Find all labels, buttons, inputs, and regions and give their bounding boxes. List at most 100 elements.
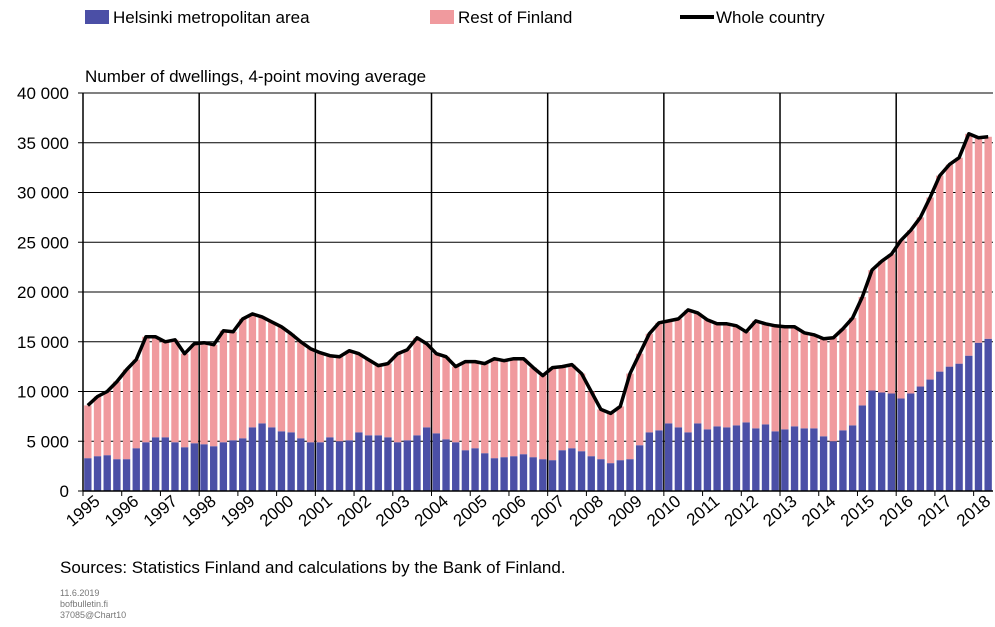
bar — [239, 318, 247, 439]
bar — [655, 322, 663, 431]
bar — [810, 428, 818, 491]
footnote: 37085@Chart10 — [60, 610, 126, 620]
x-tick-label: 2002 — [333, 492, 374, 531]
x-tick-label: 2001 — [295, 492, 336, 531]
bar — [974, 137, 983, 343]
bar — [142, 442, 150, 491]
bar — [790, 426, 799, 491]
bar — [732, 425, 741, 491]
bar — [723, 427, 731, 491]
bar — [287, 333, 295, 433]
bar — [161, 341, 169, 438]
bar — [519, 358, 528, 455]
x-tick-label: 2013 — [759, 492, 800, 531]
bar — [877, 261, 886, 393]
bar — [781, 326, 789, 430]
bar — [771, 325, 779, 432]
bar — [529, 367, 537, 458]
bar — [132, 448, 140, 491]
bar — [945, 164, 954, 367]
bar — [277, 326, 286, 432]
bar — [374, 365, 382, 436]
bar — [916, 217, 925, 387]
bar — [471, 448, 479, 491]
bar — [684, 309, 692, 433]
x-tick-label: 1999 — [217, 492, 258, 531]
bar — [848, 317, 857, 426]
bar — [577, 451, 586, 491]
bar — [84, 458, 92, 491]
bar — [180, 353, 189, 448]
bar — [819, 338, 828, 437]
bar — [151, 437, 160, 491]
bar — [364, 435, 373, 491]
bar — [539, 375, 547, 460]
bar — [219, 442, 228, 491]
y-tick-label: 5 000 — [26, 432, 69, 451]
bar — [142, 336, 150, 443]
bar — [355, 432, 363, 491]
bar — [829, 441, 837, 491]
bar — [819, 436, 828, 491]
bar — [258, 423, 266, 491]
bar — [258, 316, 266, 424]
bar — [548, 460, 557, 491]
bar — [800, 332, 808, 429]
bar — [965, 355, 973, 491]
bar — [200, 342, 208, 445]
bar — [936, 175, 944, 372]
bar — [403, 349, 411, 441]
y-tick-label: 15 000 — [17, 333, 69, 352]
bar — [955, 157, 963, 364]
bar — [122, 369, 131, 460]
bar — [500, 457, 508, 491]
bar — [616, 460, 624, 491]
bar — [306, 442, 315, 491]
x-tick-label: 2017 — [914, 492, 955, 531]
bar — [345, 440, 353, 491]
bar — [655, 430, 663, 491]
bar — [113, 459, 121, 491]
bar — [529, 457, 537, 491]
bar — [461, 450, 470, 491]
bar — [393, 353, 402, 443]
x-tick-label: 2018 — [953, 492, 994, 531]
bar — [616, 406, 624, 461]
bar — [268, 321, 276, 428]
x-tick-label: 2012 — [721, 492, 762, 531]
bar — [635, 353, 644, 446]
bar — [761, 424, 770, 491]
bar — [432, 353, 441, 434]
bar — [684, 432, 692, 491]
bar — [858, 296, 866, 406]
bar — [868, 270, 876, 391]
bar — [103, 391, 111, 456]
bar — [548, 367, 557, 461]
bar — [694, 312, 702, 424]
bar — [877, 392, 886, 491]
bar — [500, 360, 508, 458]
y-axis-title: Number of dwellings, 4-point moving aver… — [85, 67, 426, 86]
bar — [113, 381, 121, 460]
bar — [945, 366, 954, 491]
bar — [955, 363, 963, 491]
bar — [364, 359, 373, 436]
bar — [210, 344, 218, 447]
bar — [674, 318, 683, 428]
bar — [800, 428, 808, 491]
bar — [422, 343, 431, 428]
x-tick-label: 2015 — [837, 492, 878, 531]
x-tick-label: 2014 — [798, 492, 839, 531]
bar — [761, 323, 770, 425]
source-note: Sources: Statistics Finland and calculat… — [60, 558, 566, 577]
bar — [926, 379, 934, 491]
bar — [810, 334, 818, 429]
bar — [452, 442, 460, 491]
bar — [210, 446, 218, 491]
bar — [916, 386, 925, 491]
bar — [432, 433, 441, 491]
bar — [481, 363, 489, 454]
bar — [848, 425, 857, 491]
bar — [858, 405, 866, 491]
bar — [326, 355, 334, 438]
